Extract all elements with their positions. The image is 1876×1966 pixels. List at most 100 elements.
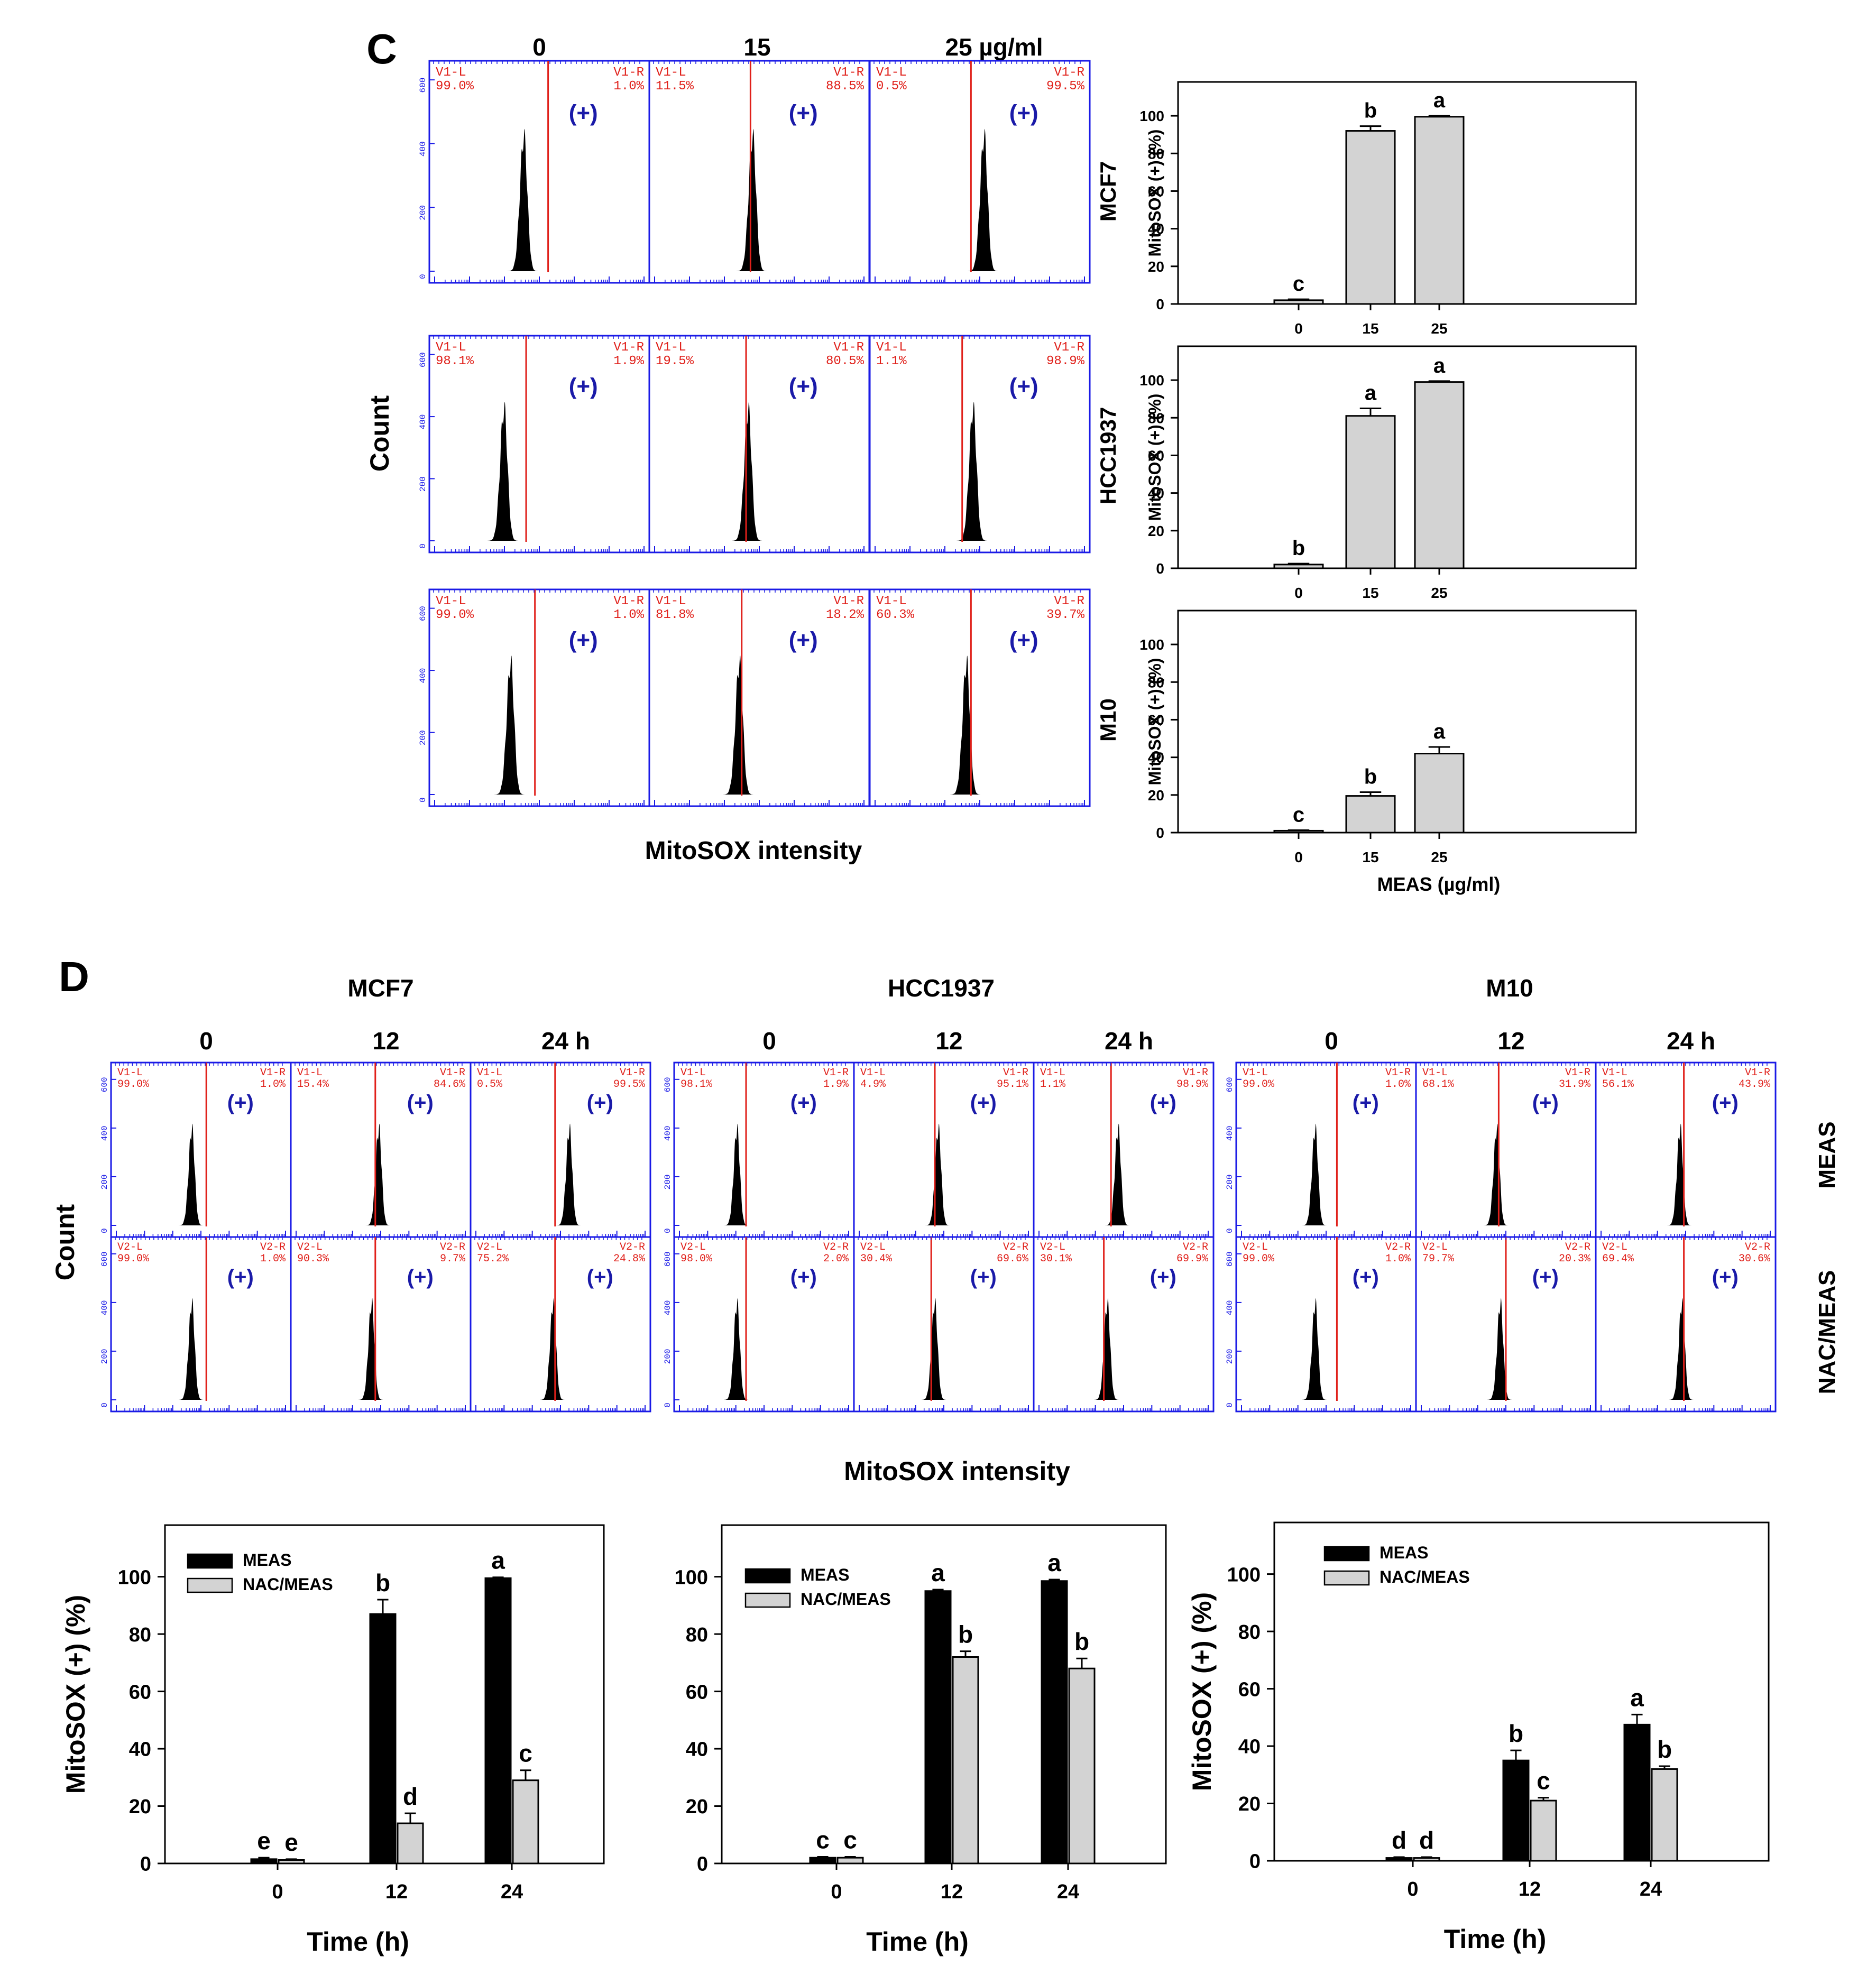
x-axis-label: MEAS (µg/ml) <box>1377 873 1501 895</box>
positive-region-label: (+) <box>1150 1091 1176 1114</box>
positive-region-label: (+) <box>587 1266 613 1289</box>
panel-label-d: D <box>59 953 89 1000</box>
y-tick-label: 600 <box>663 1251 673 1267</box>
gate-left-name: V1-L <box>876 340 907 355</box>
gate-left-value: 19.5% <box>656 354 694 368</box>
y-tick-label: 0 <box>663 1228 673 1233</box>
legend-label-NAC/MEAS: NAC/MEAS <box>243 1575 333 1594</box>
y-tick-label: 0 <box>418 797 428 802</box>
y-tick-label: 0 <box>697 1853 708 1876</box>
histogram-peak <box>1668 1298 1696 1400</box>
significance-letter: c <box>1537 1767 1550 1795</box>
positive-region-label: (+) <box>1532 1266 1559 1289</box>
y-tick-label: 40 <box>1238 1736 1261 1758</box>
histogram-peak <box>1105 1123 1132 1225</box>
histogram-peak <box>925 1123 952 1225</box>
bar-chart-HCC1937: 0 20 40 60 80 100 MitoSOX (+) (%) 0 15 25 b a a <box>1139 345 1637 601</box>
histogram-frame <box>428 60 650 284</box>
panel-d-x-axis-label: MitoSOX intensity <box>844 1456 1070 1486</box>
y-tick-label: 400 <box>418 414 428 430</box>
significance-letter: c <box>1293 803 1304 826</box>
gate-right-name: V1-R <box>1003 1067 1028 1079</box>
panel-label-c: C <box>366 25 397 72</box>
gate-right-value: 18.2% <box>826 608 865 622</box>
y-axis-label: MitoSOX (+) (%) <box>61 1595 90 1794</box>
positive-region-label: (+) <box>1712 1266 1739 1289</box>
histogram-panel: 0 200 400 600 V1-L99.0% V1-R1.0% (+) <box>100 1062 292 1238</box>
gate-right-name: V2-R <box>1745 1241 1770 1253</box>
bar-MEAS-24 <box>1623 1723 1651 1862</box>
positive-region-label: (+) <box>1353 1091 1379 1114</box>
histogram-panel: V1-L4.9% V1-R95.1%(+) <box>853 1062 1035 1238</box>
gate-left-value: 98.1% <box>436 354 474 368</box>
gate-left-value: 15.4% <box>297 1078 329 1091</box>
bar-single-25 <box>1414 116 1465 305</box>
positive-region-label: (+) <box>1712 1091 1739 1114</box>
y-tick-label: 0 <box>1249 1851 1261 1873</box>
y-tick-label: 60 <box>129 1681 151 1703</box>
gate-left-name: V1-L <box>436 66 466 80</box>
histogram-panel: V2-L75.2% V2-R24.8%(+) <box>470 1236 651 1413</box>
positive-region-label: (+) <box>970 1091 997 1114</box>
significance-letter: b <box>1074 1628 1089 1655</box>
gate-right-value: 1.9% <box>613 354 644 368</box>
histogram-panel: 0 200 400 600 V2-L98.0% V2-R2.0% (+) <box>663 1236 855 1413</box>
y-tick-label: 600 <box>418 352 428 367</box>
gate-left-value: 99.0% <box>436 79 474 94</box>
positive-region-label: (+) <box>790 1091 817 1114</box>
x-axis-label: Time (h) <box>307 1927 409 1956</box>
y-tick-label: 80 <box>1238 1621 1261 1644</box>
y-tick-label: 200 <box>418 205 428 220</box>
gate-left-value: 30.4% <box>860 1253 893 1265</box>
dose-header: 15 <box>743 33 770 61</box>
cell-line-header: HCC1937 <box>888 974 995 1002</box>
histogram-panel: 0 200 400 600 V1-L99.0% V1-R1.0% (+) <box>418 60 650 284</box>
y-tick-label: 600 <box>1225 1077 1235 1092</box>
histogram-peak <box>488 402 521 541</box>
y-tick-label: 80 <box>129 1624 151 1646</box>
y-tick-label: 400 <box>418 141 428 156</box>
x-tick-label: 15 <box>1362 849 1378 865</box>
gate-left-value: 79.7% <box>1422 1253 1455 1265</box>
y-tick-label: 400 <box>100 1300 109 1315</box>
y-tick-label: 0 <box>1225 1228 1235 1233</box>
gate-left-value: 69.4% <box>1602 1253 1634 1265</box>
histogram-peak <box>957 402 990 541</box>
gate-right-name: V1-R <box>1745 1067 1770 1079</box>
time-header: 24 h <box>1667 1027 1715 1055</box>
gate-left-name: V1-L <box>680 1067 706 1079</box>
legend-label-MEAS: MEAS <box>1380 1543 1428 1562</box>
histogram-panel: V1-L19.5% V1-R80.5% (+) <box>648 335 870 553</box>
bar-NAC/MEAS-0 <box>278 1859 305 1865</box>
y-tick-label: 40 <box>129 1739 151 1761</box>
histogram-peak <box>1301 1123 1329 1225</box>
x-tick-label: 25 <box>1431 849 1447 865</box>
time-header: 12 <box>372 1027 399 1055</box>
gate-right-name: V2-R <box>620 1241 645 1253</box>
significance-letter: a <box>1630 1684 1644 1711</box>
legend-label-NAC/MEAS: NAC/MEAS <box>1380 1567 1470 1586</box>
y-tick-label: 20 <box>1148 787 1164 804</box>
gate-right-name: V2-R <box>1183 1241 1208 1253</box>
y-tick-label: 0 <box>1156 825 1164 841</box>
legend-swatch-NAC/MEAS <box>744 1592 791 1608</box>
gate-right-name: V1-R <box>1183 1067 1208 1079</box>
gate-right-value: 99.5% <box>1046 79 1085 94</box>
panel-c-cell-label: M10 <box>1096 698 1120 742</box>
bar-MEAS-0 <box>809 1857 836 1865</box>
gate-left-name: V2-L <box>297 1241 323 1253</box>
y-axis-label: MitoSOX (+) (%) <box>1145 394 1164 521</box>
y-tick-label: 200 <box>1225 1349 1235 1364</box>
gate-left-name: V1-L <box>117 1067 143 1079</box>
positive-region-label: (+) <box>569 627 598 653</box>
significance-letter: a <box>1433 89 1446 112</box>
x-tick-label: 12 <box>941 1881 963 1903</box>
cell-line-header: MCF7 <box>347 974 413 1002</box>
bar-NAC/MEAS-12 <box>397 1822 424 1865</box>
bar-NAC/MEAS-0 <box>1413 1857 1440 1862</box>
gate-left-value: 0.5% <box>477 1078 503 1091</box>
histogram-peak <box>365 1123 393 1225</box>
gate-right-name: V2-R <box>260 1241 286 1253</box>
y-tick-label: 600 <box>663 1077 673 1092</box>
